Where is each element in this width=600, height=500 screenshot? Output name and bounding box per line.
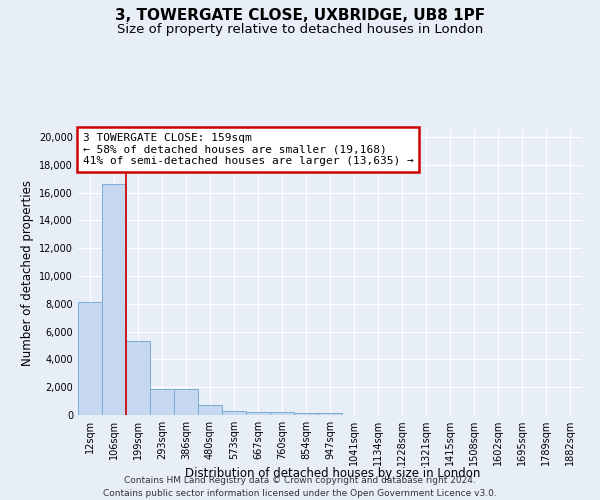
Bar — [126, 342, 150, 415]
Bar — [222, 411, 246, 415]
Text: 3 TOWERGATE CLOSE: 159sqm
← 58% of detached houses are smaller (19,168)
41% of s: 3 TOWERGATE CLOSE: 159sqm ← 58% of detac… — [83, 133, 414, 166]
Bar — [318, 413, 342, 415]
Bar — [174, 390, 198, 415]
Bar — [294, 412, 318, 415]
Text: 3, TOWERGATE CLOSE, UXBRIDGE, UB8 1PF: 3, TOWERGATE CLOSE, UXBRIDGE, UB8 1PF — [115, 8, 485, 22]
Y-axis label: Number of detached properties: Number of detached properties — [21, 180, 34, 366]
Bar — [198, 406, 222, 415]
Text: Size of property relative to detached houses in London: Size of property relative to detached ho… — [117, 22, 483, 36]
Bar — [246, 412, 270, 415]
Bar — [102, 184, 126, 415]
Bar — [150, 390, 174, 415]
Text: Contains HM Land Registry data © Crown copyright and database right 2024.
Contai: Contains HM Land Registry data © Crown c… — [103, 476, 497, 498]
Bar — [270, 412, 294, 415]
Text: Distribution of detached houses by size in London: Distribution of detached houses by size … — [185, 467, 481, 480]
Bar — [78, 302, 102, 415]
